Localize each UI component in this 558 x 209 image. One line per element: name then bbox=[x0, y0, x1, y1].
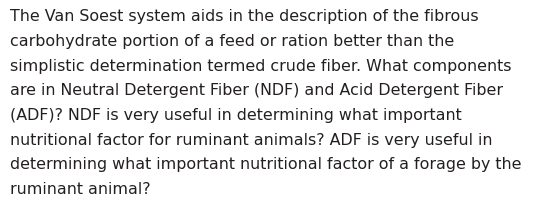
Text: (ADF)? NDF is very useful in determining what important: (ADF)? NDF is very useful in determining… bbox=[10, 108, 462, 123]
Text: ruminant animal?: ruminant animal? bbox=[10, 182, 151, 197]
Text: carbohydrate portion of a feed or ration better than the: carbohydrate portion of a feed or ration… bbox=[10, 34, 454, 49]
Text: are in Neutral Detergent Fiber (NDF) and Acid Detergent Fiber: are in Neutral Detergent Fiber (NDF) and… bbox=[10, 83, 503, 98]
Text: simplistic determination termed crude fiber. What components: simplistic determination termed crude fi… bbox=[10, 59, 512, 74]
Text: The Van Soest system aids in the description of the fibrous: The Van Soest system aids in the descrip… bbox=[10, 9, 479, 24]
Text: determining what important nutritional factor of a forage by the: determining what important nutritional f… bbox=[10, 157, 522, 172]
Text: nutritional factor for ruminant animals? ADF is very useful in: nutritional factor for ruminant animals?… bbox=[10, 133, 493, 148]
